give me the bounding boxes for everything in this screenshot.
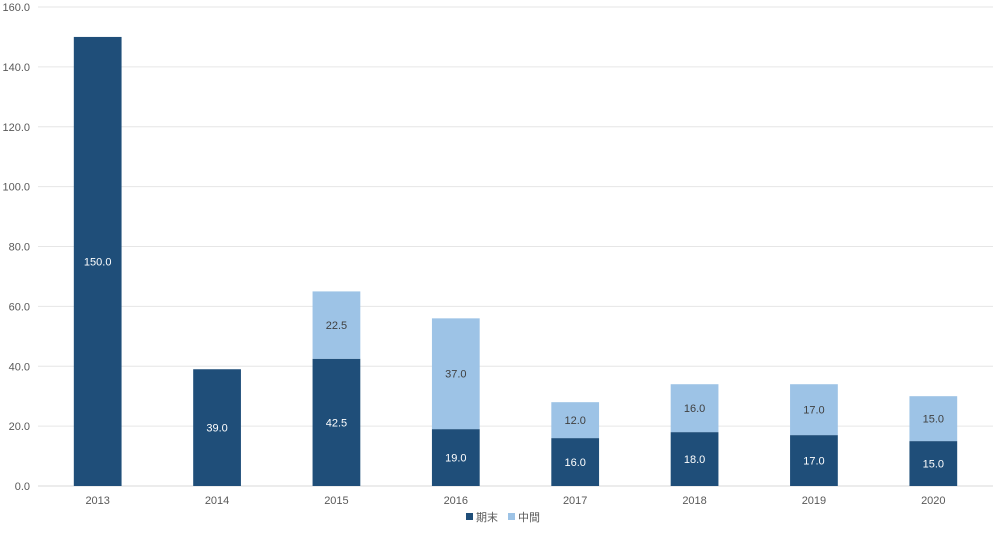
legend: 期末 中間 (466, 510, 540, 524)
legend-label: 期末 (476, 510, 498, 524)
y-tick-label: 60.0 (9, 301, 30, 313)
bar-chukan-2017 (551, 402, 600, 439)
y-tick-label: 160.0 (2, 2, 30, 14)
x-tick-label: 2020 (921, 495, 945, 507)
bar-kimatsu-2017 (551, 438, 600, 486)
x-axis: 2013 2014 2015 2016 2017 2018 2019 2020 (85, 495, 945, 507)
x-tick-label: 2018 (682, 495, 706, 507)
bars (73, 36, 958, 486)
bar-kimatsu-2019 (790, 435, 838, 486)
x-tick-label: 2013 (85, 495, 109, 507)
y-tick-label: 120.0 (2, 122, 30, 134)
data-label: 37.0 (445, 369, 466, 381)
bar-kimatsu-2016 (431, 429, 480, 486)
bar-chukan-2015 (312, 291, 361, 359)
gridlines (38, 6, 993, 487)
x-tick-label: 2015 (324, 495, 348, 507)
y-tick-label: 0.0 (15, 481, 30, 493)
data-label: 12.0 (564, 415, 585, 427)
data-label: 42.5 (326, 417, 347, 429)
data-label: 17.0 (803, 405, 824, 417)
y-tick-label: 40.0 (9, 361, 30, 373)
data-labels: 150.0 39.0 42.5 22.5 19.0 37.0 16.0 12.0 18.0 16.… (84, 256, 944, 470)
bar-chukan-2018 (670, 384, 719, 433)
data-label: 22.5 (326, 320, 347, 332)
y-tick-label: 20.0 (9, 421, 30, 433)
bar-kimatsu-2018 (670, 432, 719, 486)
x-tick-label: 2019 (802, 495, 826, 507)
bar-kimatsu-2015 (312, 358, 361, 486)
bar-chukan-2019 (790, 384, 838, 436)
data-label: 19.0 (445, 453, 466, 465)
y-tick-label: 140.0 (2, 62, 30, 74)
data-label: 150.0 (84, 256, 112, 268)
data-label: 16.0 (564, 457, 585, 469)
legend-swatch-chukan (508, 513, 515, 520)
legend-label: 中間 (518, 511, 540, 524)
bar-kimatsu-2014 (193, 369, 241, 486)
x-tick-label: 2017 (563, 495, 587, 507)
data-label: 16.0 (684, 403, 705, 415)
data-label: 15.0 (923, 414, 944, 426)
bar-chukan-2016 (431, 318, 480, 430)
y-axis: 0.0 20.0 40.0 60.0 80.0 100.0 120.0 140.0 160.0 (2, 2, 30, 493)
bar-kimatsu-2020 (909, 441, 958, 486)
data-label: 18.0 (684, 454, 705, 466)
y-tick-label: 80.0 (9, 242, 30, 254)
x-tick-label: 2014 (205, 495, 229, 507)
data-label: 15.0 (923, 459, 944, 471)
data-label: 17.0 (803, 456, 824, 468)
data-label: 39.0 (206, 423, 227, 435)
y-tick-label: 100.0 (2, 182, 30, 194)
legend-swatch-kimatsu (466, 513, 473, 520)
x-tick-label: 2016 (444, 495, 468, 507)
bar-kimatsu-2013 (73, 36, 122, 486)
bar-chukan-2020 (909, 396, 958, 442)
